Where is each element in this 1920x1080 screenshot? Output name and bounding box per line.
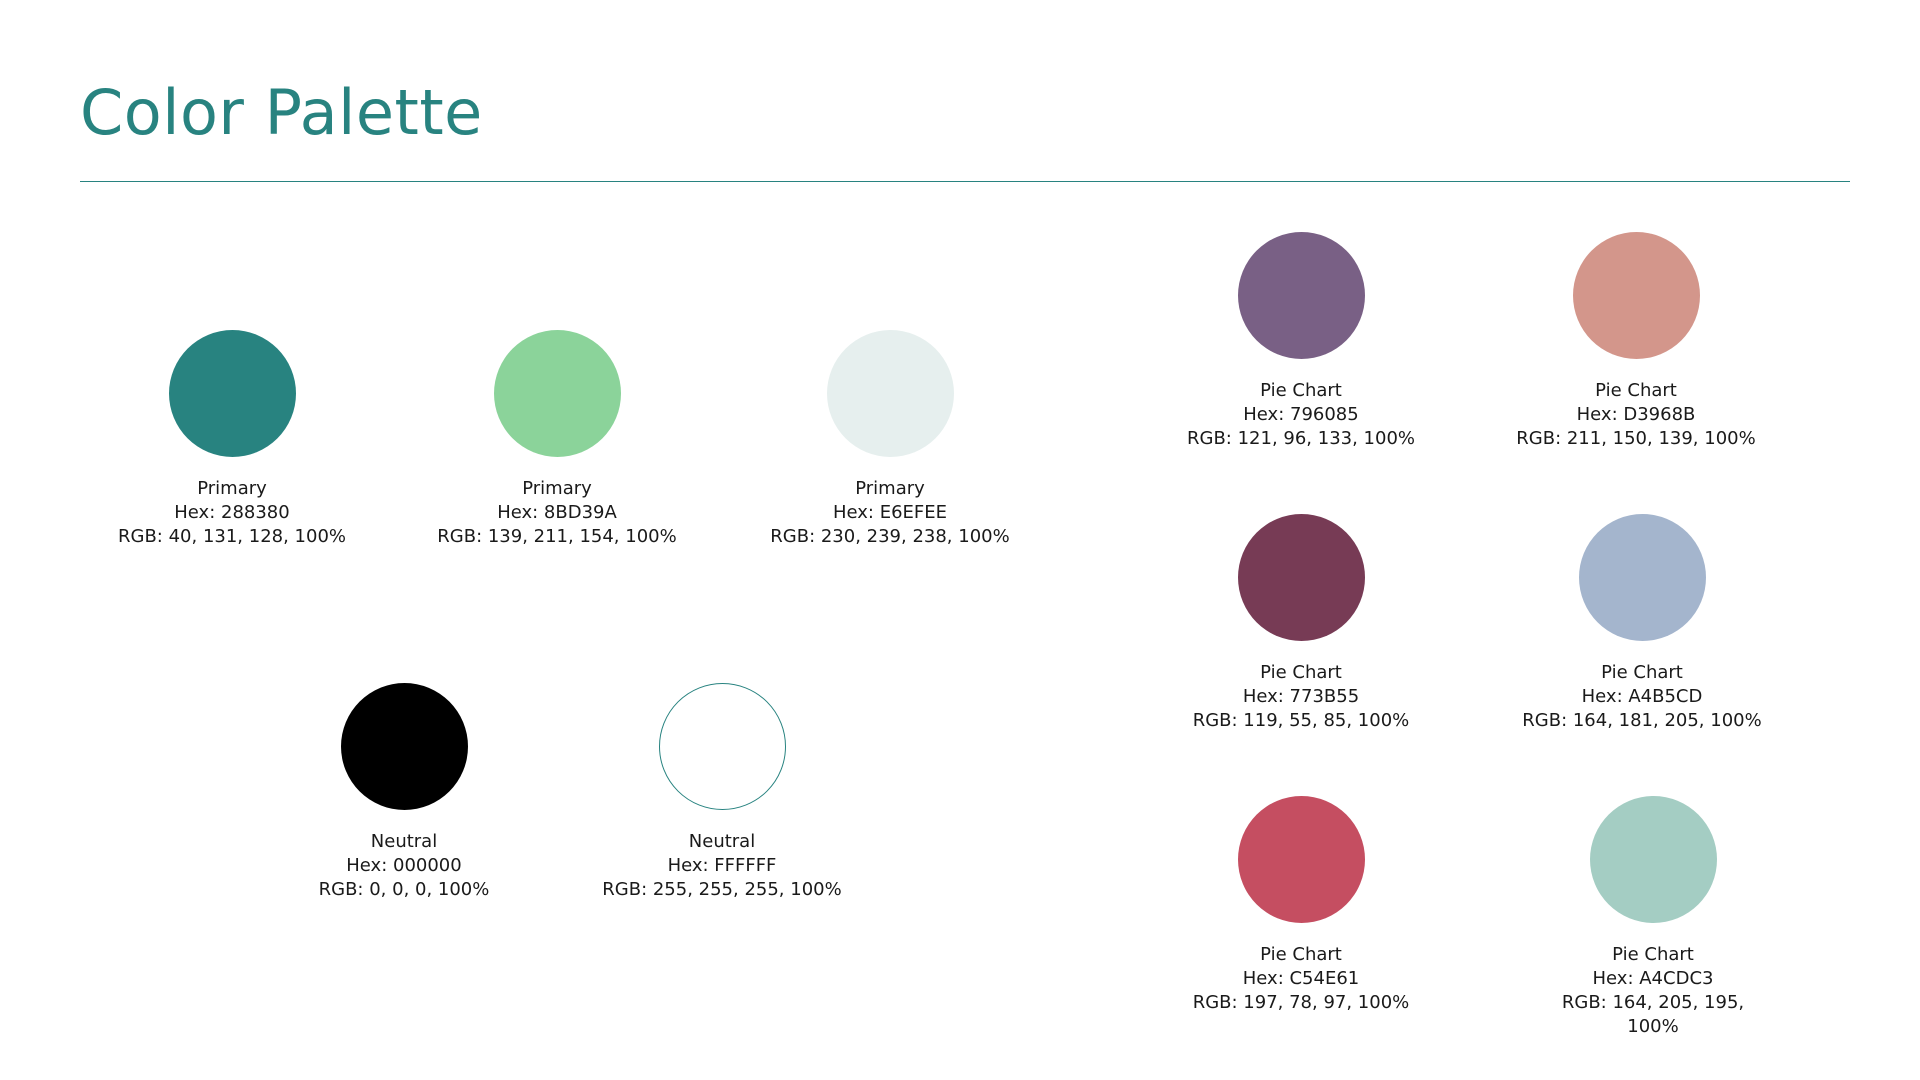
swatch-rgb: RGB: 211, 150, 139, 100% bbox=[1516, 428, 1756, 449]
swatch-label: Pie Chart bbox=[1601, 662, 1683, 683]
swatch-rgb: RGB: 119, 55, 85, 100% bbox=[1192, 710, 1410, 731]
swatch-pie-chart-6: Pie Chart Hex: A4CDC3 RGB: 164, 205, 195… bbox=[1533, 796, 1773, 1039]
swatch-primary-1: Primary Hex: 288380 RGB: 40, 131, 128, 1… bbox=[112, 330, 352, 549]
swatch-hex: Hex: 796085 bbox=[1243, 404, 1359, 425]
swatch-label: Pie Chart bbox=[1595, 380, 1677, 401]
swatch-label: Pie Chart bbox=[1612, 944, 1694, 965]
swatch-rgb: RGB: 197, 78, 97, 100% bbox=[1192, 992, 1410, 1013]
swatch-rgb: RGB: 164, 205, 195, 100% bbox=[1561, 992, 1745, 1037]
swatch-label: Pie Chart bbox=[1260, 662, 1342, 683]
swatch-label: Pie Chart bbox=[1260, 380, 1342, 401]
swatch-labels: Pie Chart Hex: D3968B RGB: 211, 150, 139… bbox=[1516, 379, 1756, 451]
swatch-labels: Neutral Hex: 000000 RGB: 0, 0, 0, 100% bbox=[284, 830, 524, 902]
color-circle bbox=[340, 683, 468, 810]
swatch-rgb: RGB: 255, 255, 255, 100% bbox=[602, 879, 842, 900]
swatch-rgb: RGB: 164, 181, 205, 100% bbox=[1522, 710, 1762, 731]
color-circle bbox=[1578, 514, 1706, 641]
swatch-labels: Primary Hex: E6EFEE RGB: 230, 239, 238, … bbox=[770, 477, 1010, 549]
swatch-primary-3: Primary Hex: E6EFEE RGB: 230, 239, 238, … bbox=[770, 330, 1010, 549]
swatch-pie-chart-2: Pie Chart Hex: D3968B RGB: 211, 150, 139… bbox=[1516, 232, 1756, 451]
swatch-labels: Pie Chart Hex: 773B55 RGB: 119, 55, 85, … bbox=[1181, 661, 1421, 733]
swatch-rgb: RGB: 230, 239, 238, 100% bbox=[770, 526, 1010, 547]
color-circle bbox=[1237, 796, 1365, 923]
swatch-pie-chart-5: Pie Chart Hex: C54E61 RGB: 197, 78, 97, … bbox=[1181, 796, 1421, 1015]
swatch-hex: Hex: A4CDC3 bbox=[1592, 968, 1714, 989]
swatch-labels: Primary Hex: 288380 RGB: 40, 131, 128, 1… bbox=[112, 477, 352, 549]
swatch-hex: Hex: FFFFFF bbox=[667, 855, 777, 876]
swatch-rgb: RGB: 40, 131, 128, 100% bbox=[118, 526, 346, 547]
swatch-label: Primary bbox=[855, 478, 925, 499]
color-circle bbox=[1237, 232, 1365, 359]
swatch-hex: Hex: 8BD39A bbox=[497, 502, 617, 523]
swatch-label: Primary bbox=[197, 478, 267, 499]
swatch-neutral-1: Neutral Hex: 000000 RGB: 0, 0, 0, 100% bbox=[284, 683, 524, 902]
swatch-primary-2: Primary Hex: 8BD39A RGB: 139, 211, 154, … bbox=[437, 330, 677, 549]
swatch-rgb: RGB: 139, 211, 154, 100% bbox=[437, 526, 677, 547]
swatch-labels: Pie Chart Hex: C54E61 RGB: 197, 78, 97, … bbox=[1181, 943, 1421, 1015]
color-circle bbox=[658, 683, 786, 810]
swatch-neutral-2: Neutral Hex: FFFFFF RGB: 255, 255, 255, … bbox=[602, 683, 842, 902]
swatch-hex: Hex: C54E61 bbox=[1242, 968, 1360, 989]
swatch-rgb: RGB: 0, 0, 0, 100% bbox=[318, 879, 490, 900]
swatch-label: Pie Chart bbox=[1260, 944, 1342, 965]
swatch-label: Neutral bbox=[370, 831, 438, 852]
page-title: Color Palette bbox=[80, 76, 483, 149]
color-circle bbox=[493, 330, 621, 457]
color-circle bbox=[1572, 232, 1700, 359]
swatch-labels: Pie Chart Hex: 796085 RGB: 121, 96, 133,… bbox=[1181, 379, 1421, 451]
title-divider bbox=[80, 181, 1850, 182]
swatch-rgb: RGB: 121, 96, 133, 100% bbox=[1187, 428, 1415, 449]
swatch-label: Neutral bbox=[688, 831, 756, 852]
swatch-hex: Hex: D3968B bbox=[1576, 404, 1696, 425]
swatch-hex: Hex: 288380 bbox=[174, 502, 290, 523]
swatch-label: Primary bbox=[522, 478, 592, 499]
swatch-labels: Neutral Hex: FFFFFF RGB: 255, 255, 255, … bbox=[602, 830, 842, 902]
color-circle bbox=[168, 330, 296, 457]
swatch-hex: Hex: 000000 bbox=[346, 855, 462, 876]
swatch-pie-chart-4: Pie Chart Hex: A4B5CD RGB: 164, 181, 205… bbox=[1522, 514, 1762, 733]
swatch-labels: Pie Chart Hex: A4B5CD RGB: 164, 181, 205… bbox=[1522, 661, 1762, 733]
swatch-labels: Pie Chart Hex: A4CDC3 RGB: 164, 205, 195… bbox=[1533, 943, 1773, 1039]
swatch-pie-chart-3: Pie Chart Hex: 773B55 RGB: 119, 55, 85, … bbox=[1181, 514, 1421, 733]
color-circle bbox=[1589, 796, 1717, 923]
swatch-labels: Primary Hex: 8BD39A RGB: 139, 211, 154, … bbox=[437, 477, 677, 549]
swatch-hex: Hex: 773B55 bbox=[1242, 686, 1360, 707]
swatch-pie-chart-1: Pie Chart Hex: 796085 RGB: 121, 96, 133,… bbox=[1181, 232, 1421, 451]
color-circle bbox=[826, 330, 954, 457]
color-circle bbox=[1237, 514, 1365, 641]
swatch-hex: Hex: E6EFEE bbox=[832, 502, 948, 523]
swatch-hex: Hex: A4B5CD bbox=[1581, 686, 1703, 707]
